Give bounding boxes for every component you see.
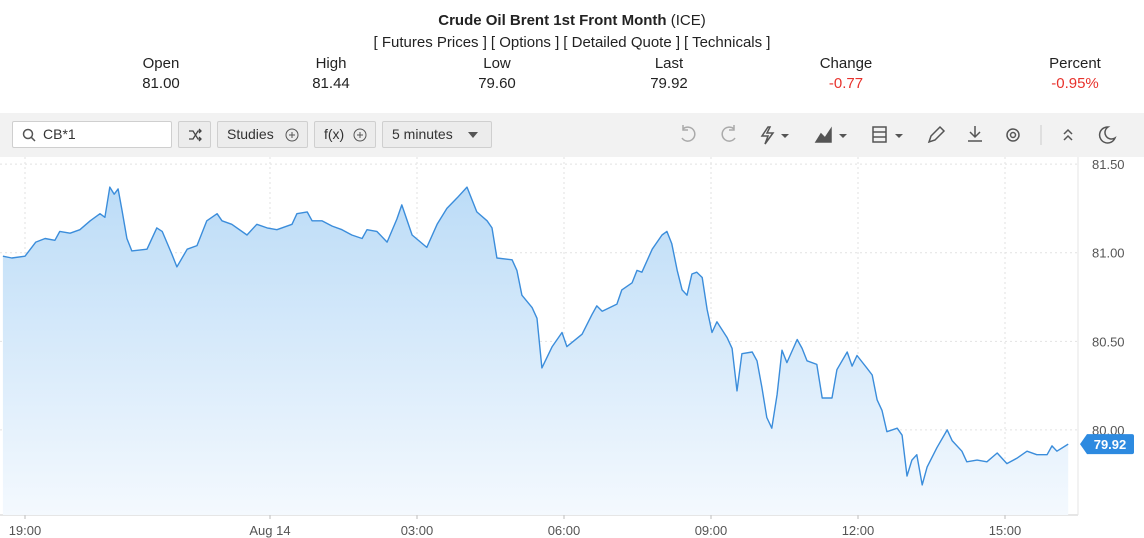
quote-value: 81.44 [312,75,350,92]
draw-icon[interactable] [760,126,775,145]
y-tick-label: 81.00 [1092,246,1125,261]
shuffle-icon [189,128,202,142]
toolbar: CB*1 Studies f(x) 5 minutes [0,113,1144,157]
interval-label: 5 minutes [392,126,453,142]
plus-icon [353,128,367,142]
quote-value: 79.60 [478,75,516,92]
symbol-search[interactable]: CB*1 [12,121,172,148]
chart-type-icon[interactable] [814,126,832,143]
interval-button[interactable]: 5 minutes [382,121,492,148]
quote-item: Change -0.77 [776,54,916,94]
download-icon[interactable] [968,126,982,142]
x-tick-label: 06:00 [548,523,581,538]
header-link[interactable]: [ Technicals ] [684,34,771,51]
y-tick-label: 81.50 [1092,157,1125,172]
instrument-name: Crude Oil Brent 1st Front Month [438,12,667,29]
studies-button[interactable]: Studies [217,121,308,148]
symbol: CB*1 [43,126,76,142]
quote-label: Percent [1049,55,1101,72]
y-tick-label: 80.50 [1092,334,1125,349]
studies-label: Studies [227,126,274,142]
functions-button[interactable]: f(x) [314,121,376,148]
quote-value: -0.77 [828,75,864,92]
quote-item: Last 79.92 [599,54,739,94]
exchange: (ICE) [670,12,706,29]
quote-label: High [315,55,347,72]
last-price-label: 79.92 [1094,437,1127,452]
quote-value: 79.92 [650,75,688,92]
x-tick-label: 09:00 [695,523,728,538]
x-tick-label: 19:00 [9,523,42,538]
quote-item: Low 79.60 [427,54,567,94]
x-tick-label: 12:00 [842,523,875,538]
x-tick-label: 15:00 [989,523,1022,538]
x-tick-label: 03:00 [401,523,434,538]
plus-icon [285,128,299,142]
settings-icon[interactable] [1006,128,1020,142]
quote-label: Low [483,55,511,72]
quote-value: 81.00 [142,75,180,92]
quote-label: Last [654,55,684,72]
caret-icon [468,132,478,138]
header-link[interactable]: [ Futures Prices ] [373,34,487,51]
quote-item: High 81.44 [261,54,401,94]
theme-icon[interactable] [1098,126,1117,144]
quote-label: Change [819,55,873,72]
quote-value: -0.95% [1051,75,1099,92]
redo-icon[interactable] [721,125,736,142]
header-link[interactable]: [ Detailed Quote ] [563,34,681,51]
collapse-icon[interactable] [1063,128,1073,141]
quote-item: Open 81.00 [91,54,231,94]
x-tick-label: Aug 14 [249,523,290,538]
price-line [2,186,1069,486]
compare-button[interactable] [178,121,211,148]
functions-label: f(x) [324,126,345,142]
last-price-tag [1080,434,1134,455]
header-link[interactable]: [ Options ] [490,34,560,51]
price-area [2,187,1069,515]
quote-item: Percent -0.95% [1005,54,1144,94]
header-title: Crude Oil Brent 1st Front Month (ICE) [0,12,1144,29]
layout-icon[interactable] [872,126,887,143]
toolbar-icons [681,125,1117,145]
header-links: [ Futures Prices ][ Options ][ Detailed … [0,34,1144,51]
undo-icon[interactable] [681,125,696,142]
quote-label: Open [142,55,180,72]
search-icon [22,128,36,142]
pencil-icon[interactable] [927,125,946,144]
